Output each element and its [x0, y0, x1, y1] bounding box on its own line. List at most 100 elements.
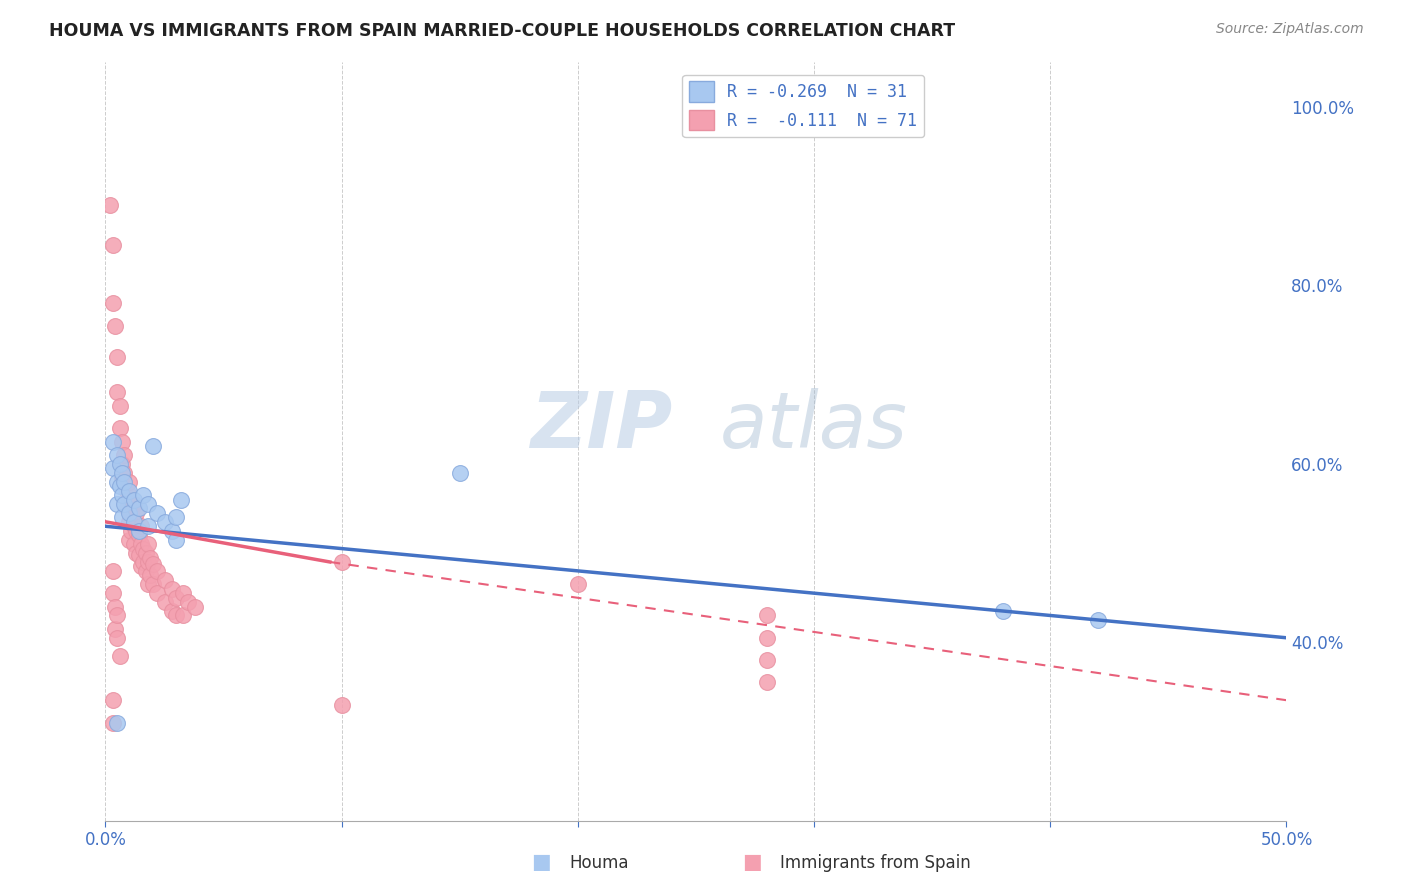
Point: [108, 648, 131, 663]
Point: [118, 533, 141, 547]
Point: [115, 501, 138, 516]
Point: [136, 497, 159, 511]
Text: ■: ■: [531, 853, 551, 872]
Point: [122, 497, 145, 511]
Point: [101, 586, 124, 600]
Point: [105, 385, 128, 400]
Point: [330, 698, 353, 712]
Point: [991, 604, 1014, 618]
Point: [1087, 613, 1109, 627]
Point: [136, 537, 159, 551]
Point: [122, 492, 145, 507]
Text: Source: ZipAtlas.com: Source: ZipAtlas.com: [1216, 22, 1364, 37]
Point: [160, 582, 183, 596]
Point: [118, 475, 141, 489]
Point: [153, 515, 176, 529]
Point: [165, 608, 187, 623]
Point: [105, 350, 128, 364]
Point: [122, 519, 145, 533]
Point: [111, 434, 134, 449]
Text: ZIP: ZIP: [530, 388, 672, 465]
Point: [111, 488, 134, 502]
Text: atlas: atlas: [720, 388, 907, 465]
Point: [104, 622, 127, 636]
Point: [136, 555, 159, 569]
Point: [142, 557, 165, 571]
Point: [128, 528, 150, 542]
Point: [153, 573, 176, 587]
Point: [118, 506, 141, 520]
Point: [111, 466, 134, 480]
Point: [105, 608, 128, 623]
Point: [755, 675, 778, 690]
Point: [135, 546, 157, 560]
Point: [172, 586, 194, 600]
Point: [111, 510, 134, 524]
Point: [120, 506, 142, 520]
Point: [135, 564, 157, 578]
Point: [165, 510, 187, 524]
Point: [105, 715, 128, 730]
Point: [128, 524, 150, 538]
Point: [139, 550, 162, 565]
Point: [330, 555, 353, 569]
Point: [139, 568, 162, 582]
Point: [108, 457, 131, 471]
Point: [755, 653, 778, 667]
Point: [118, 515, 141, 529]
Point: [101, 434, 124, 449]
Point: [111, 457, 134, 471]
Point: [122, 537, 145, 551]
Point: [101, 564, 124, 578]
Point: [165, 533, 187, 547]
Point: [170, 492, 193, 507]
Point: [136, 519, 159, 533]
Point: [755, 631, 778, 645]
Point: [101, 238, 124, 252]
Point: [108, 479, 131, 493]
Point: [101, 461, 124, 475]
Point: [120, 524, 142, 538]
Point: [112, 448, 135, 462]
Text: Immigrants from Spain: Immigrants from Spain: [780, 855, 972, 872]
Point: [567, 577, 589, 591]
Point: [112, 475, 135, 489]
Point: [101, 296, 124, 310]
Point: [153, 595, 176, 609]
Point: [122, 515, 145, 529]
Point: [755, 608, 778, 623]
Point: [160, 524, 183, 538]
Point: [104, 318, 127, 333]
Point: [146, 564, 169, 578]
Point: [108, 399, 131, 413]
Point: [118, 483, 141, 498]
Point: [142, 577, 165, 591]
Point: [128, 501, 150, 516]
Point: [115, 483, 138, 498]
Text: ■: ■: [742, 853, 762, 872]
Point: [146, 586, 169, 600]
Point: [108, 421, 131, 435]
Point: [104, 599, 127, 614]
Point: [132, 541, 155, 556]
Point: [101, 715, 124, 730]
Point: [177, 595, 200, 609]
Point: [118, 492, 141, 507]
Point: [125, 506, 148, 520]
Legend: R = -0.269  N = 31, R =  -0.111  N = 71: R = -0.269 N = 31, R = -0.111 N = 71: [682, 75, 924, 136]
Point: [125, 524, 148, 538]
Point: [142, 439, 165, 453]
Point: [112, 497, 135, 511]
Point: [184, 599, 207, 614]
Point: [105, 631, 128, 645]
Point: [128, 548, 150, 562]
Point: [129, 537, 152, 551]
Point: [105, 475, 128, 489]
Point: [129, 519, 152, 533]
Text: Houma: Houma: [569, 855, 628, 872]
Point: [98, 198, 121, 212]
Point: [132, 555, 155, 569]
Point: [449, 466, 471, 480]
Point: [132, 488, 155, 502]
Point: [101, 693, 124, 707]
